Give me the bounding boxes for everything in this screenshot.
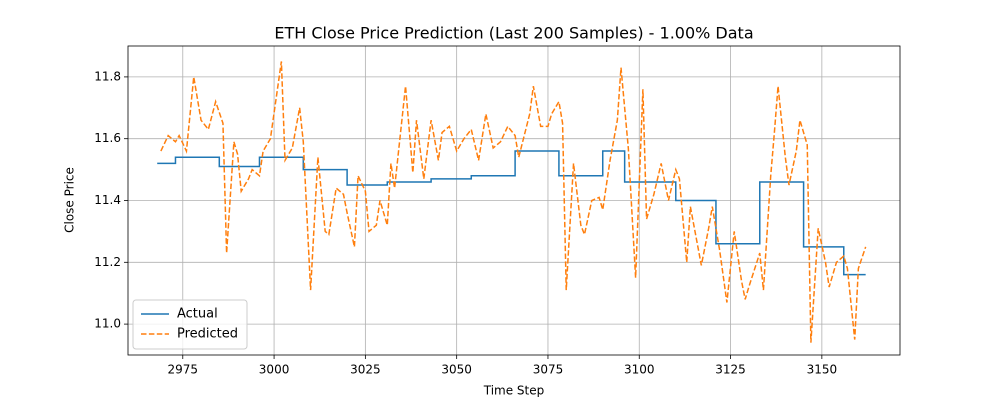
y-tick-label: 11.6 <box>94 131 121 145</box>
legend-label: Actual <box>177 307 218 322</box>
x-tick-label: 3150 <box>807 363 838 377</box>
x-tick-label: 3050 <box>441 363 472 377</box>
legend-box <box>132 299 248 350</box>
legend-label: Predicted <box>177 327 238 342</box>
series-line <box>160 61 867 343</box>
legend: Actual Predicted <box>132 299 248 350</box>
chart-title: ETH Close Price Prediction (Last 200 Sam… <box>274 24 753 43</box>
x-tick-label: 3075 <box>533 363 564 377</box>
series-line <box>157 150 866 276</box>
x-tick-label: 3125 <box>715 363 746 377</box>
y-tick-label: 11.4 <box>94 193 121 207</box>
y-tick-label: 11.2 <box>94 255 121 269</box>
y-tick-label: 11.8 <box>94 69 121 83</box>
x-tick-label: 3000 <box>259 363 290 377</box>
x-tick-label: 3100 <box>624 363 655 377</box>
axes-frame <box>127 45 901 356</box>
y-tick-label: 11.0 <box>94 317 121 331</box>
x-tick-label: 3025 <box>350 363 381 377</box>
x-axis-label: Time Step <box>483 384 545 398</box>
x-tick-label: 2975 <box>168 363 199 377</box>
y-axis-label: Close Price <box>63 167 77 233</box>
